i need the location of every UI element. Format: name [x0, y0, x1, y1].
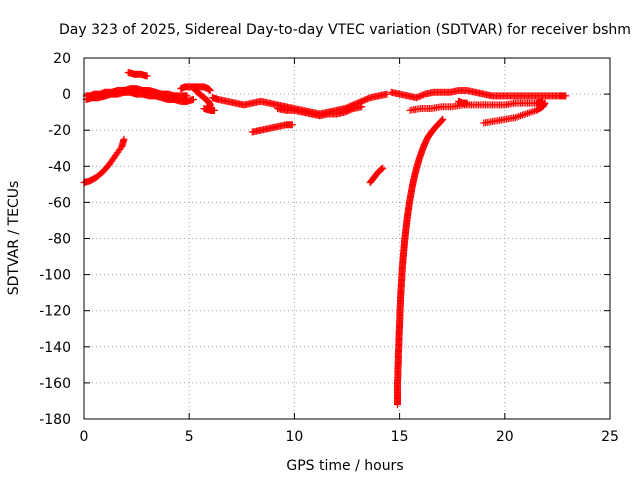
- y-tick-label: -80: [48, 232, 71, 248]
- chart-title: Day 323 of 2025, Sidereal Day-to-day VTE…: [59, 22, 631, 38]
- data-point: [527, 108, 535, 116]
- data-point: [520, 111, 528, 119]
- data-point: [288, 121, 296, 129]
- data-point: [439, 115, 447, 123]
- data-point: [513, 113, 521, 121]
- y-tick-label: -40: [48, 159, 71, 175]
- axis-ticks: 0 5 10 15 20 25 20 0 -20 -40 -60 -80 -100 -120 -140 -16…: [39, 51, 619, 445]
- y-tick-label: -100: [39, 268, 71, 284]
- data-point: [378, 165, 386, 173]
- y-tick-label: -180: [39, 412, 71, 428]
- data-point: [522, 110, 530, 118]
- data-point: [189, 96, 197, 104]
- x-tick-label: 25: [601, 429, 619, 445]
- data-point: [143, 72, 151, 80]
- plot-frame: [83, 57, 611, 420]
- y-tick-label: -60: [48, 195, 71, 211]
- data-point: [511, 114, 519, 122]
- data-point: [377, 165, 385, 173]
- data-point: [206, 86, 214, 94]
- y-tick-label: -20: [48, 123, 71, 139]
- y-tick-label: 20: [53, 51, 71, 67]
- x-tick-label: 0: [80, 429, 89, 445]
- y-tick-label: -120: [39, 304, 71, 320]
- data-point: [517, 112, 525, 120]
- data-point: [541, 99, 549, 107]
- data-point: [210, 106, 218, 114]
- x-tick-label: 10: [285, 429, 303, 445]
- y-axis-label: SDTVAR / TECUs: [6, 181, 22, 296]
- data-point: [383, 90, 391, 98]
- x-tick-label: 5: [185, 429, 194, 445]
- data-point: [120, 135, 128, 143]
- data-point: [562, 92, 570, 100]
- data-point: [518, 111, 526, 119]
- data-points: [80, 68, 570, 409]
- data-point: [525, 109, 533, 117]
- y-tick-label: 0: [62, 87, 71, 103]
- y-tick-label: -140: [39, 340, 71, 356]
- x-axis-label: GPS time / hours: [286, 458, 403, 474]
- data-point: [358, 103, 366, 111]
- data-point: [515, 112, 523, 120]
- x-tick-label: 15: [391, 429, 409, 445]
- x-tick-label: 20: [496, 429, 514, 445]
- y-tick-label: -160: [39, 376, 71, 392]
- data-point: [524, 109, 532, 117]
- data-point: [379, 164, 387, 172]
- data-point: [463, 99, 471, 107]
